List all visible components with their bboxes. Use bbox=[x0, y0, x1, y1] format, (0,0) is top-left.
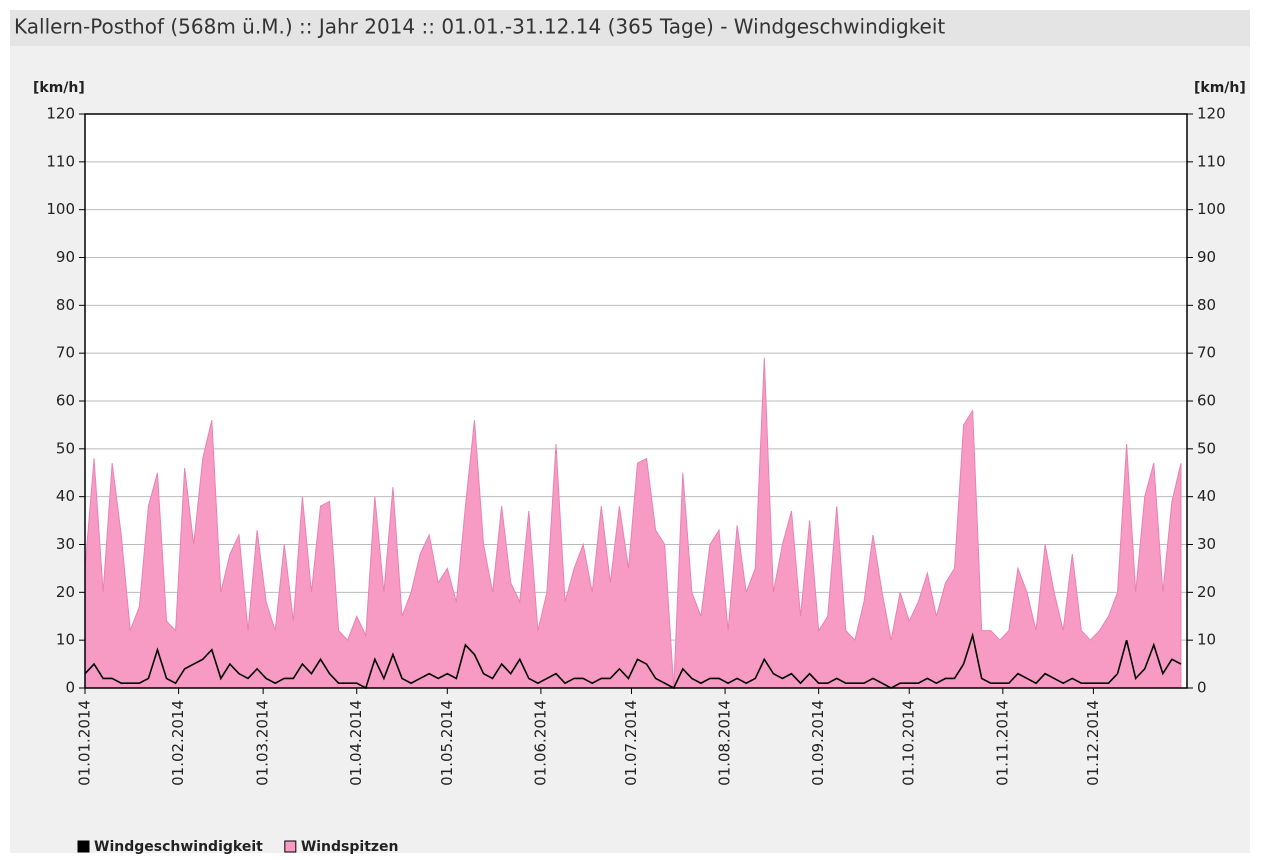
x-tick-label: 01.04.2014 bbox=[347, 700, 365, 786]
title-bar bbox=[10, 10, 1250, 46]
y-tick-label: 60 bbox=[56, 392, 75, 410]
y2-tick-label: 90 bbox=[1197, 248, 1216, 266]
y2-tick-label: 40 bbox=[1197, 487, 1216, 505]
y-tick-label: 50 bbox=[56, 439, 75, 457]
y2-tick-label: 20 bbox=[1197, 583, 1216, 601]
x-tick-label: 01.01.2014 bbox=[76, 700, 94, 786]
y2-tick-label: 110 bbox=[1197, 152, 1226, 170]
y-tick-label: 110 bbox=[46, 152, 75, 170]
x-tick-label: 01.11.2014 bbox=[993, 700, 1011, 786]
y-tick-label: 90 bbox=[56, 248, 75, 266]
x-tick-label: 01.06.2014 bbox=[531, 700, 549, 786]
y-tick-label: 30 bbox=[56, 535, 75, 553]
x-tick-label: 01.08.2014 bbox=[716, 700, 734, 786]
x-tick-label: 01.09.2014 bbox=[809, 700, 827, 786]
x-tick-label: 01.03.2014 bbox=[254, 700, 272, 786]
y-tick-label: 120 bbox=[46, 105, 75, 123]
y2-tick-label: 10 bbox=[1197, 631, 1216, 649]
y-axis-label: [km/h] bbox=[33, 80, 85, 96]
legend-label: Windspitzen bbox=[301, 839, 399, 855]
y2-tick-label: 120 bbox=[1197, 105, 1226, 123]
chart-title: Kallern-Posthof (568m ü.M.) :: Jahr 2014… bbox=[14, 15, 945, 39]
area bbox=[84, 357, 1182, 689]
y2-tick-label: 80 bbox=[1197, 296, 1216, 314]
legend-swatch bbox=[284, 840, 297, 853]
y-tick-label: 20 bbox=[56, 583, 75, 601]
plot-frame bbox=[84, 113, 1188, 689]
y2-tick-label: 30 bbox=[1197, 535, 1216, 553]
x-tick-label: 01.12.2014 bbox=[1084, 700, 1102, 786]
y2-tick-label: 0 bbox=[1197, 679, 1207, 697]
y2-tick-label: 100 bbox=[1197, 200, 1226, 218]
y-tick-label: 70 bbox=[56, 344, 75, 362]
x-tick-label: 01.10.2014 bbox=[900, 700, 918, 786]
x-tick-label: 01.07.2014 bbox=[622, 700, 640, 786]
y2-tick-label: 60 bbox=[1197, 392, 1216, 410]
y-tick-label: 10 bbox=[56, 631, 75, 649]
y2-axis-label: [km/h] bbox=[1194, 80, 1246, 96]
y-tick-label: 100 bbox=[46, 200, 75, 218]
x-tick-label: 01.02.2014 bbox=[169, 700, 187, 786]
legend-label: Windgeschwindigkeit bbox=[94, 839, 263, 855]
y-tick-label: 80 bbox=[56, 296, 75, 314]
y2-tick-label: 50 bbox=[1197, 439, 1216, 457]
legend-swatch bbox=[77, 840, 90, 853]
y-tick-label: 0 bbox=[65, 679, 75, 697]
y-tick-label: 40 bbox=[56, 487, 75, 505]
y2-tick-label: 70 bbox=[1197, 344, 1216, 362]
x-tick-label: 01.05.2014 bbox=[438, 700, 456, 786]
line bbox=[84, 632, 1182, 690]
